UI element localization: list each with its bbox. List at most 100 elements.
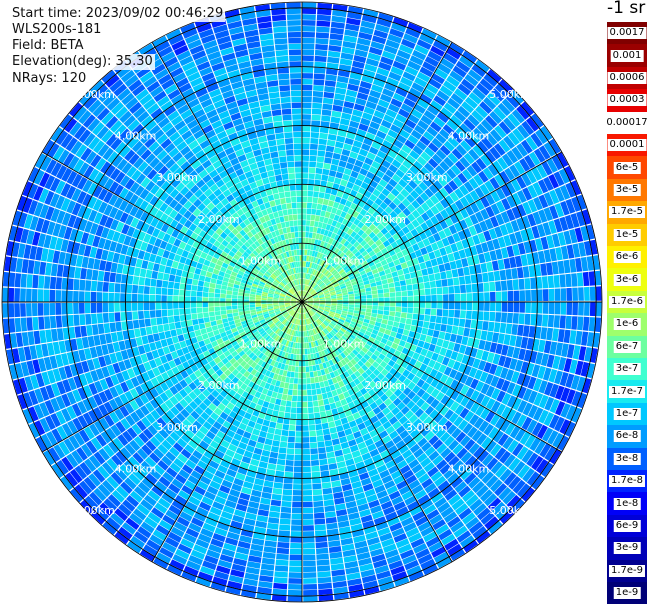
range-gate (335, 274, 341, 280)
range-gate (520, 139, 533, 154)
range-gate (106, 364, 116, 376)
range-gate (447, 516, 461, 528)
range-gate (267, 305, 273, 308)
range-gate (289, 309, 294, 315)
range-gate (449, 70, 464, 83)
range-gate (409, 358, 417, 366)
range-gate (135, 385, 145, 396)
range-gate (232, 291, 238, 296)
range-gate (511, 324, 518, 336)
range-gate (143, 251, 151, 261)
range-gate (430, 398, 440, 409)
range-gate (346, 285, 353, 290)
range-gate (270, 353, 276, 360)
range-gate (109, 411, 120, 424)
range-gate (377, 99, 390, 109)
range-gate (288, 309, 293, 313)
range-gate (18, 377, 28, 393)
range-gate (526, 419, 538, 434)
range-gate (486, 261, 494, 272)
range-gate (357, 236, 364, 244)
range-gate (314, 358, 319, 365)
range-gate (206, 376, 215, 385)
range-gate (77, 205, 87, 218)
range-gate (335, 311, 342, 315)
range-gate (371, 115, 383, 125)
range-gate (546, 354, 555, 368)
range-gate (325, 256, 331, 263)
range-gate (380, 393, 389, 402)
range-gate (406, 194, 415, 204)
range-gate (169, 446, 180, 458)
range-gate (164, 389, 174, 399)
range-gate (522, 266, 530, 278)
range-gate (179, 388, 188, 398)
range-gate (247, 278, 254, 283)
range-gate (274, 291, 280, 295)
range-gate (371, 254, 378, 261)
range-gate (443, 294, 449, 302)
range-gate (507, 290, 514, 302)
range-gate (499, 468, 512, 482)
range-gate (353, 328, 360, 334)
range-gate (235, 277, 242, 282)
range-gate (419, 33, 435, 45)
range-gate (390, 144, 401, 154)
range-gate (435, 35, 451, 47)
range-gate (379, 145, 390, 154)
range-gate (276, 336, 282, 343)
range-gate (423, 416, 433, 426)
range-gate (151, 349, 160, 359)
range-gate (319, 303, 325, 306)
range-gate (544, 382, 554, 396)
range-gate (304, 307, 307, 313)
range-gate (145, 243, 154, 253)
range-gate (221, 314, 228, 319)
range-gate (335, 209, 343, 216)
range-gate (157, 497, 171, 509)
range-gate (152, 529, 167, 541)
range-gate (320, 260, 326, 267)
range-gate (495, 464, 508, 478)
range-gate (326, 250, 331, 256)
range-gate (346, 433, 355, 442)
range-gate (2, 271, 10, 287)
range-gate (486, 331, 494, 342)
range-gate (321, 286, 327, 291)
range-gate (413, 302, 420, 308)
range-gate (332, 580, 347, 589)
range-gate (420, 372, 429, 382)
range-gate (364, 63, 378, 73)
range-gate (373, 368, 381, 377)
range-gate (411, 463, 423, 474)
range-gate (141, 416, 152, 428)
range-gate (494, 143, 506, 156)
range-gate (370, 41, 385, 50)
range-gate (354, 363, 361, 370)
range-gate (363, 419, 373, 428)
range-gate (417, 521, 432, 532)
range-gate (267, 293, 274, 296)
range-gate (37, 303, 44, 316)
range-gate (50, 397, 61, 412)
range-gate (339, 252, 345, 259)
range-gate (198, 340, 206, 348)
range-gate (366, 246, 373, 254)
range-gate (270, 499, 282, 507)
range-gate (337, 75, 349, 84)
range-gate (213, 435, 223, 445)
range-gate (302, 8, 317, 15)
range-gate (420, 151, 431, 162)
range-gate (318, 588, 333, 596)
range-gate (328, 128, 338, 135)
range-gate (315, 536, 328, 543)
range-gate (425, 260, 433, 268)
range-gate (20, 303, 26, 317)
range-gate (285, 297, 291, 300)
range-gate (323, 499, 335, 507)
range-gate (404, 324, 411, 331)
range-gate (434, 345, 442, 354)
range-gate (365, 287, 372, 292)
range-gate (61, 277, 68, 290)
range-gate (208, 460, 220, 470)
